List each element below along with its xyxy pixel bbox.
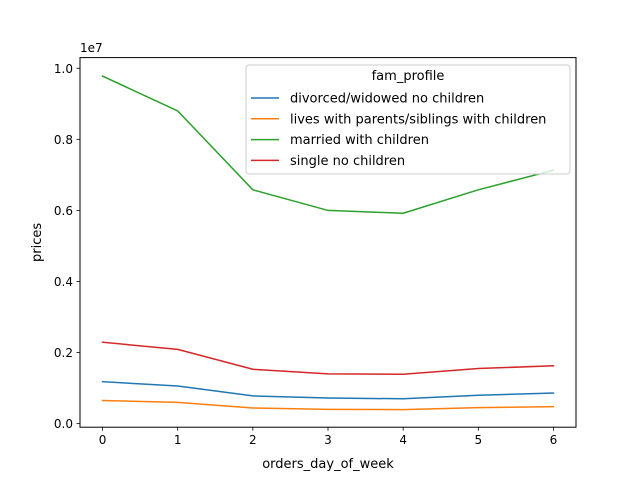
x-tick-label: 1: [174, 433, 182, 447]
y-tick-label: 0.2: [54, 346, 73, 360]
x-tick-label: 6: [550, 433, 558, 447]
legend-entries: divorced/widowed no children lives with p…: [251, 92, 546, 169]
x-tick-label: 5: [474, 433, 482, 447]
legend-label-2: married with children: [290, 133, 429, 148]
series-line-2: [101, 75, 555, 215]
legend-frame: [245, 64, 571, 175]
series-line-3: [101, 341, 555, 375]
series-line-0: [101, 380, 555, 400]
y-tick-label: 0.4: [54, 275, 73, 289]
y-axis-label: prices: [30, 223, 45, 262]
plot-lines: [101, 75, 555, 411]
y-tick-label: 0.6: [54, 204, 73, 218]
y-tick-label: 1.0: [54, 62, 73, 76]
legend: fam_profile divorced/widowed no children…: [245, 64, 571, 175]
x-tick-label: 3: [324, 433, 332, 447]
y-axis-ticks: 0.0 0.2 0.4 0.6 0.8 1.0: [54, 62, 80, 431]
legend-label-0: divorced/widowed no children: [290, 92, 484, 107]
legend-label-1: lives with parents/siblings with childre…: [290, 112, 546, 127]
y-tick-label: 0.0: [54, 417, 73, 431]
x-tick-label: 0: [99, 433, 107, 447]
x-axis-label: orders_day_of_week: [262, 457, 394, 472]
x-tick-label: 4: [399, 433, 407, 447]
x-tick-label: 2: [249, 433, 257, 447]
legend-label-3: single no children: [290, 154, 405, 169]
x-axis-ticks: 0 1 2 3 4 5 6: [99, 427, 558, 447]
series-line-1: [101, 399, 555, 411]
y-offset-label: 1e7: [80, 41, 103, 55]
y-tick-label: 0.8: [54, 133, 73, 147]
legend-title: fam_profile: [372, 69, 445, 84]
